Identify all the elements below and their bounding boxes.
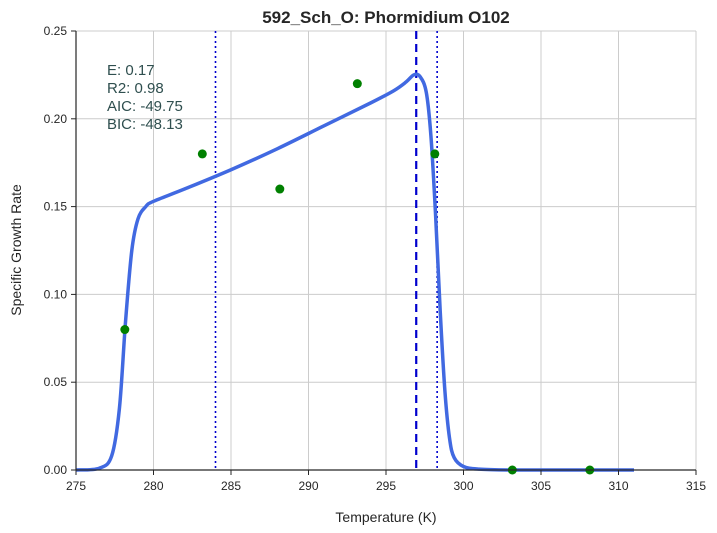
- y-tick-label: 0.05: [44, 375, 68, 389]
- chart-title: 592_Sch_O: Phormidium O102: [262, 8, 510, 27]
- fit-curve-layer: [75, 72, 634, 472]
- stat-bic: BIC: -48.13: [107, 116, 183, 133]
- x-tick-label: 295: [376, 479, 396, 493]
- x-tick-label: 285: [221, 479, 241, 493]
- observed-points-layer: [120, 79, 595, 475]
- tick-labels: 275 280 285 290 295 300 305 310 315 0.00 0.05 0.10 0…: [44, 24, 707, 493]
- stat-r2: R2: 0.98: [107, 80, 164, 97]
- stat-e: E: 0.17: [107, 62, 155, 79]
- y-tick-label: 0.25: [44, 24, 68, 38]
- y-tick-label: 0.00: [44, 463, 68, 477]
- y-tick-label: 0.10: [44, 287, 68, 301]
- data-point: [275, 184, 285, 194]
- x-tick-label: 280: [143, 479, 163, 493]
- vertical-reference-lines: [214, 31, 438, 470]
- x-tick-label: 275: [66, 479, 86, 493]
- x-axis-label: Temperature (K): [335, 509, 436, 525]
- data-point: [430, 149, 440, 159]
- y-axis-label: Specific Growth Rate: [8, 184, 24, 316]
- fit-curve-line: [75, 72, 634, 472]
- y-tick-label: 0.15: [44, 200, 68, 214]
- data-point: [120, 325, 130, 335]
- data-point: [197, 149, 207, 159]
- data-point: [352, 79, 362, 89]
- y-tick-label: 0.20: [44, 112, 68, 126]
- x-tick-label: 315: [686, 479, 706, 493]
- x-tick-label: 300: [453, 479, 473, 493]
- fit-statistics: E: 0.17 R2: 0.98 AIC: -49.75 BIC: -48.13: [107, 62, 183, 133]
- x-tick-label: 290: [298, 479, 318, 493]
- grid: [76, 30, 697, 470]
- stat-aic: AIC: -49.75: [107, 98, 183, 115]
- x-tick-label: 305: [531, 479, 551, 493]
- x-tick-label: 310: [608, 479, 628, 493]
